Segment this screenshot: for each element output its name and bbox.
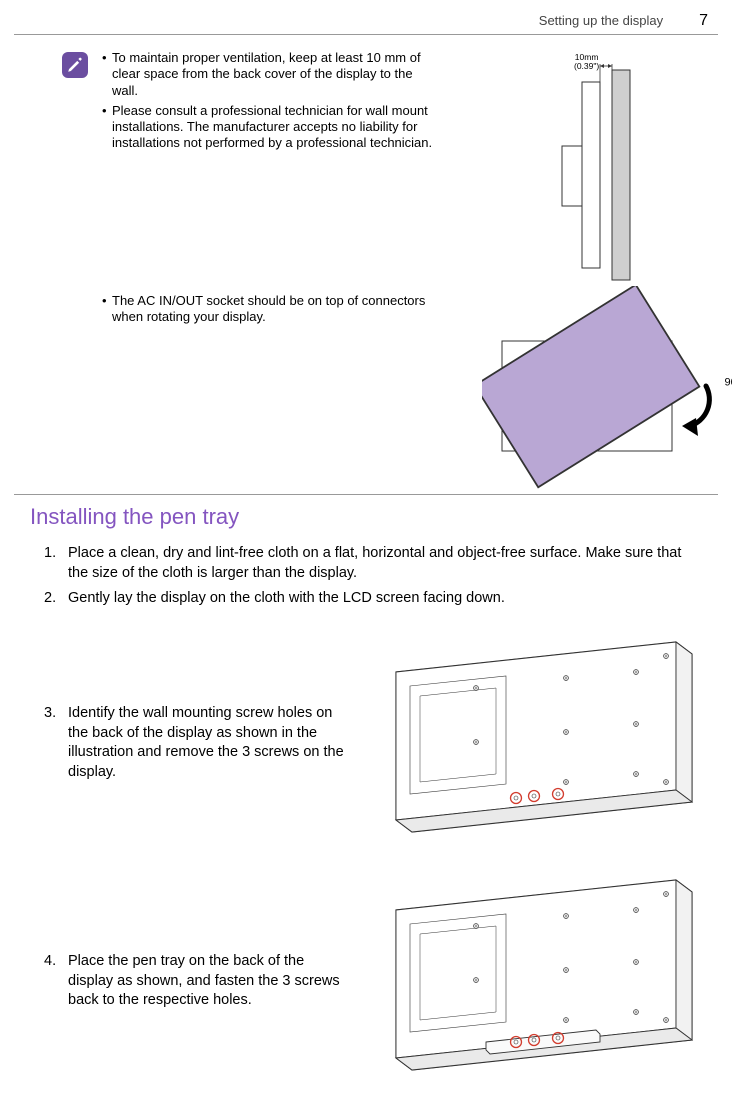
step-text: Gently lay the display on the cloth with… [68,589,505,609]
page-header: Setting up the display 7 [539,12,708,30]
figure-ventilation-clearance: 10mm (0.39") [510,56,638,286]
step-text: Place a clean, dry and lint-free cloth o… [68,544,694,583]
step-number: 4. [44,952,68,1011]
step-text: Place the pen tray on the back of the di… [68,952,344,1011]
note-bullet: •The AC IN/OUT socket should be on top o… [102,293,446,326]
header-title: Setting up the display [539,13,663,28]
note-pencil-icon [62,52,88,78]
figure-rotate-display: 90° [482,286,732,491]
label-inches: (0.39") [574,62,599,71]
bullet-text: The AC IN/OUT socket should be on top of… [112,293,446,326]
section-heading: Installing the pen tray [30,504,239,530]
step-number: 1. [44,544,68,583]
note-bullets-group-1: •To maintain proper ventilation, keep at… [102,50,440,156]
note-bullet: •To maintain proper ventilation, keep at… [102,50,440,99]
step-text: Identify the wall mounting screw holes o… [68,704,344,782]
step-2: 2. Gently lay the display on the cloth w… [44,589,694,609]
page-number: 7 [699,12,708,30]
bullet-text: Please consult a professional technician… [112,103,440,152]
step-4: 4. Place the pen tray on the back of the… [44,952,344,1011]
header-rule [14,34,718,35]
step-3: 3. Identify the wall mounting screw hole… [44,704,344,782]
steps-1-2: 1. Place a clean, dry and lint-free clot… [44,544,694,615]
section-rule [14,494,718,495]
note-bullets-group-2: •The AC IN/OUT socket should be on top o… [102,293,446,326]
clearance-labels: 10mm (0.39") [574,53,599,70]
step-1: 1. Place a clean, dry and lint-free clot… [44,544,694,583]
step-number: 3. [44,704,68,782]
figure-screw-holes [360,632,700,844]
angle-label: 90° [725,374,732,389]
step-number: 2. [44,589,68,609]
bullet-text: To maintain proper ventilation, keep at … [112,50,440,99]
figure-pen-tray-installed [360,870,700,1082]
note-bullet: •Please consult a professional technicia… [102,103,440,152]
